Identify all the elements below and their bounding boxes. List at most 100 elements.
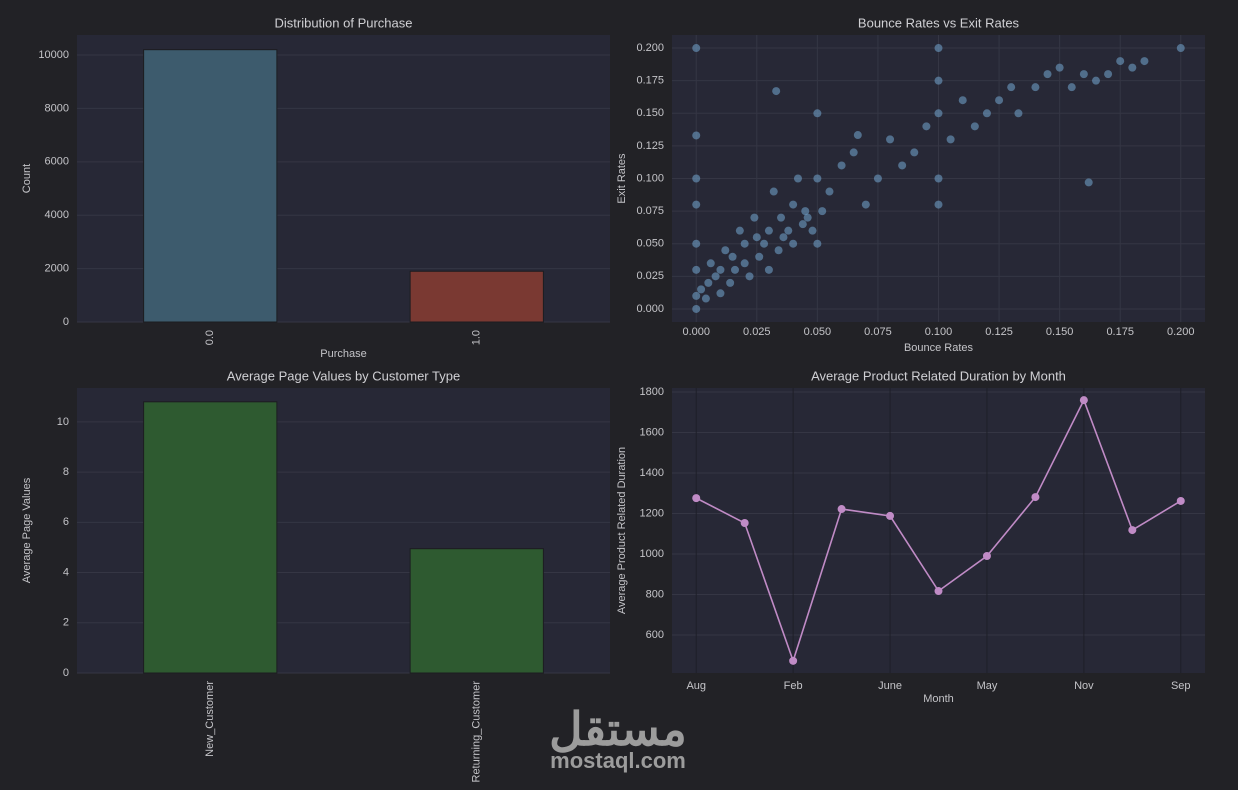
chart-title: Distribution of Purchase xyxy=(274,15,412,30)
point xyxy=(764,265,773,274)
point xyxy=(813,174,822,183)
point xyxy=(813,239,822,248)
point xyxy=(692,174,701,183)
y-tick-label: 1400 xyxy=(640,467,664,479)
bar xyxy=(409,548,544,674)
marker xyxy=(740,519,749,528)
point xyxy=(692,291,701,300)
y-tick-label: 0.025 xyxy=(636,270,664,282)
point xyxy=(692,304,701,313)
y-tick-label: 1200 xyxy=(640,507,664,519)
point xyxy=(772,87,781,96)
y-tick-label: 6000 xyxy=(45,156,69,168)
x-tick-label: 0.125 xyxy=(985,326,1013,338)
point xyxy=(1176,44,1185,53)
x-tick-label: Aug xyxy=(686,680,706,692)
point xyxy=(1091,76,1100,85)
x-tick-label: Nov xyxy=(1074,680,1094,692)
x-tick-label: 0.175 xyxy=(1106,326,1134,338)
point xyxy=(801,207,810,216)
point xyxy=(934,44,943,53)
y-tick-label: 8 xyxy=(63,466,69,478)
point xyxy=(697,285,706,294)
point xyxy=(1067,83,1076,92)
x-tick-label: Sep xyxy=(1171,680,1191,692)
y-tick-label: 1000 xyxy=(640,548,664,560)
marker xyxy=(886,511,895,520)
point xyxy=(803,213,812,222)
x-tick-label: 0.150 xyxy=(1046,326,1074,338)
point xyxy=(692,200,701,209)
point xyxy=(970,122,979,131)
point xyxy=(750,213,759,222)
y-axis-label: Exit Rates xyxy=(616,153,628,204)
point xyxy=(1043,70,1052,79)
point xyxy=(692,44,701,53)
y-tick-label: 6 xyxy=(63,516,69,528)
point xyxy=(934,76,943,85)
x-tick-label: 0.075 xyxy=(864,326,892,338)
point xyxy=(692,131,701,140)
y-tick-label: 600 xyxy=(646,629,664,641)
x-axis-label: Month xyxy=(923,693,954,705)
x-tick-label: May xyxy=(977,680,998,692)
point xyxy=(755,252,764,261)
point xyxy=(995,96,1004,105)
bar xyxy=(143,49,278,323)
x-tick-label: 0.100 xyxy=(925,326,953,338)
marker xyxy=(1128,526,1137,535)
point xyxy=(721,246,730,255)
point xyxy=(784,226,793,235)
point xyxy=(745,272,754,281)
x-tick-label: 0.000 xyxy=(682,326,710,338)
y-tick-label: 0.175 xyxy=(636,75,664,87)
point xyxy=(740,239,749,248)
y-tick-label: 10 xyxy=(57,416,69,428)
point xyxy=(1007,83,1016,92)
y-tick-label: 0 xyxy=(63,316,69,328)
chart-title: Average Page Values by Customer Type xyxy=(227,368,460,383)
point xyxy=(886,135,895,144)
chart-title: Bounce Rates vs Exit Rates xyxy=(858,15,1020,30)
point xyxy=(813,109,822,118)
point xyxy=(1140,57,1149,66)
point xyxy=(777,213,786,222)
point xyxy=(716,289,725,298)
point xyxy=(1014,109,1023,118)
y-tick-label: 0.075 xyxy=(636,205,664,217)
x-tick-label: 0.200 xyxy=(1167,326,1195,338)
x-tick-label: 0.0 xyxy=(204,330,216,345)
marker xyxy=(1031,493,1040,502)
point xyxy=(730,265,739,274)
y-tick-label: 4 xyxy=(63,566,69,578)
y-tick-label: 800 xyxy=(646,588,664,600)
point xyxy=(692,265,701,274)
point xyxy=(837,161,846,170)
watermark-logo: مستقل xyxy=(549,703,687,755)
y-tick-label: 8000 xyxy=(45,102,69,114)
x-tick-label: Feb xyxy=(784,680,803,692)
point xyxy=(849,148,858,157)
y-axis-label: Average Page Values xyxy=(21,477,33,583)
y-tick-label: 4000 xyxy=(45,209,69,221)
point xyxy=(861,200,870,209)
y-tick-label: 1800 xyxy=(640,386,664,398)
marker xyxy=(789,656,798,665)
point xyxy=(853,131,862,140)
point xyxy=(798,220,807,229)
point xyxy=(716,265,725,274)
point xyxy=(779,233,788,242)
point xyxy=(982,109,991,118)
point xyxy=(704,278,713,287)
point xyxy=(760,239,769,248)
x-axis-label: Bounce Rates xyxy=(904,342,974,354)
point xyxy=(701,294,710,303)
point xyxy=(958,96,967,105)
point xyxy=(934,109,943,118)
point xyxy=(934,174,943,183)
x-tick-label: Returning_Customer xyxy=(471,681,483,783)
y-tick-label: 0.100 xyxy=(636,172,664,184)
point xyxy=(728,252,737,261)
